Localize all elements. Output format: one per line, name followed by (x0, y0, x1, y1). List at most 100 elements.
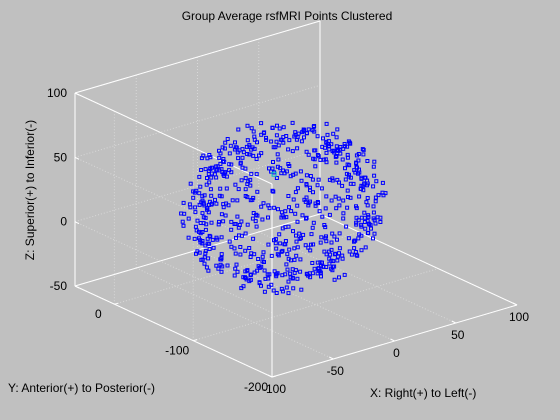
data-point (294, 137, 299, 142)
data-point (334, 144, 339, 149)
data-point (356, 236, 361, 241)
data-point (274, 246, 279, 251)
tick-mark-x (267, 374, 273, 378)
data-point (306, 152, 311, 157)
data-point (235, 198, 240, 203)
data-point (181, 200, 186, 205)
data-point (229, 244, 234, 249)
y-tick-label: -100 (165, 344, 189, 358)
data-point (275, 152, 280, 157)
data-point (374, 179, 379, 184)
data-point (259, 283, 263, 288)
data-point (265, 272, 270, 277)
data-point (335, 148, 340, 152)
data-point (333, 154, 338, 159)
data-point (362, 210, 367, 215)
data-point (227, 151, 232, 156)
data-point (284, 285, 289, 290)
data-points (179, 120, 388, 296)
data-point (341, 146, 346, 151)
data-point (243, 275, 247, 280)
data-point (308, 174, 313, 178)
data-point (299, 178, 304, 183)
data-point (186, 235, 191, 240)
data-point (208, 234, 213, 239)
data-point (359, 248, 364, 253)
data-point (345, 205, 350, 210)
data-point (240, 147, 245, 152)
data-point (255, 213, 260, 218)
data-point (295, 219, 300, 224)
data-point (327, 249, 332, 254)
data-point (352, 246, 357, 251)
data-point (247, 246, 252, 250)
data-point (363, 245, 368, 250)
data-point (198, 238, 203, 243)
data-point (295, 203, 300, 208)
data-point (248, 198, 253, 203)
tick-mark-z (74, 156, 80, 160)
data-point (354, 252, 359, 257)
data-point (315, 200, 320, 204)
data-point (294, 233, 298, 238)
data-point (259, 121, 264, 126)
data-point (340, 253, 345, 258)
data-point (309, 232, 314, 237)
data-point (313, 164, 318, 169)
data-point (229, 227, 234, 232)
data-point (264, 137, 269, 142)
y-tick-label: -200 (244, 380, 268, 394)
data-point (312, 129, 317, 134)
data-point (347, 249, 352, 254)
data-point (197, 191, 202, 196)
data-point (227, 239, 232, 244)
data-point (271, 288, 276, 293)
data-point (340, 157, 345, 162)
data-point (202, 193, 207, 198)
data-point (209, 220, 214, 225)
data-point (224, 186, 229, 191)
grid-line (74, 221, 273, 314)
data-point (372, 159, 377, 164)
data-point (271, 160, 275, 164)
grid-line (258, 231, 456, 324)
data-point (298, 269, 303, 274)
box-edge (319, 213, 518, 306)
data-point (371, 210, 376, 215)
data-point (261, 250, 266, 255)
data-point (223, 213, 228, 218)
data-point (283, 239, 288, 243)
data-point (380, 180, 385, 185)
data-point (283, 242, 288, 247)
data-point (260, 254, 265, 259)
data-point (341, 198, 346, 203)
data-point (301, 127, 306, 132)
data-point (320, 214, 325, 219)
data-point (188, 181, 193, 186)
data-point (335, 237, 339, 242)
data-point (292, 257, 297, 262)
data-point (299, 287, 304, 292)
data-point (206, 210, 211, 215)
grid-lines (74, 20, 518, 378)
z-tick-label: -50 (50, 279, 68, 293)
data-point (269, 139, 274, 144)
data-point (284, 215, 289, 220)
data-point (345, 144, 350, 149)
data-point (204, 265, 209, 270)
highlight-point (271, 171, 277, 177)
data-point (243, 166, 248, 171)
data-point (322, 249, 327, 254)
z-tick-label: 50 (54, 150, 68, 164)
data-point (344, 171, 349, 176)
data-point (337, 275, 341, 280)
data-point (334, 206, 339, 211)
data-point (243, 187, 248, 192)
data-point (207, 202, 211, 207)
data-point (329, 198, 334, 203)
data-point (363, 226, 368, 231)
data-point (383, 191, 388, 196)
data-point (372, 231, 377, 236)
data-point (276, 157, 281, 162)
data-point (229, 170, 234, 175)
